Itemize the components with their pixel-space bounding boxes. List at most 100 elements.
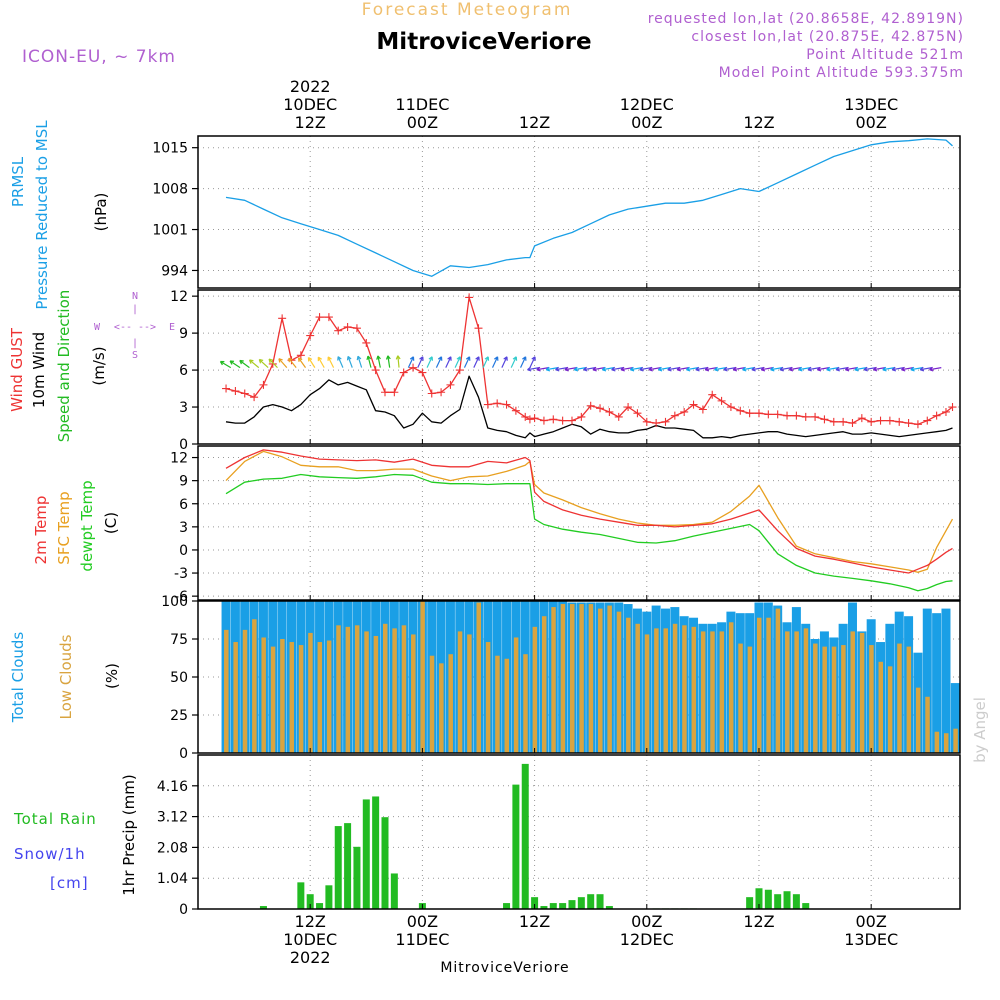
wind-gust-marker [773,410,782,419]
low-cloud-bar [756,617,762,753]
precip-labels: Total Rain Snow/1h [cm] 1hr Precip (mm) [13,774,138,895]
wind-direction-arrow [555,366,568,372]
low-cloud-bar [859,632,865,753]
wind-direction-arrow [258,358,269,369]
precip-bar [259,906,267,909]
bottom-time-label: 10DEC [283,930,337,949]
low-cloud-bar [476,602,481,753]
wind-gust-marker [390,388,399,397]
wind-labels: Wind GUST 10m Wind Speed and Direction (… [8,290,175,443]
wind-gust-marker [680,407,689,416]
precip-tick-label: 1.04 [157,871,188,887]
low-cloud-bar [224,629,229,753]
low-cloud-bar [841,645,846,753]
temp-tick-label: 12 [170,451,188,467]
low-cloud-bar [728,622,734,753]
wind-tick-label: 9 [179,326,188,342]
wind-gust-marker [231,387,240,396]
wind-unit: (m/s) [90,346,108,385]
compass-n: N [132,291,138,302]
wind-direction-arrow [929,366,942,372]
wind-direction-arrow [536,366,549,372]
wind-gust-marker [857,414,866,423]
low-cloud-bar [392,628,397,753]
top-time-label: 00Z [631,113,662,132]
bottom-time-label: 13DEC [844,930,898,949]
wind-direction-arrow [395,355,401,368]
compass-s-bar: | [132,338,138,349]
wind-direction-arrow [629,366,643,372]
wind-speed-line [225,375,953,439]
low-cloud-bar [644,634,650,753]
wind-gust-marker [642,417,651,426]
low-cloud-bar [803,628,809,753]
wind-direction-arrow [835,366,848,372]
wind-direction-arrow [742,366,755,372]
wind-direction-arrow [695,366,708,372]
precip-bar [521,763,529,909]
top-time-label: 11DEC [395,95,449,114]
precip-bar [381,817,389,909]
precip-bar [344,823,352,909]
wind-direction-arrow [854,366,867,372]
wind-gust-marker [250,393,259,402]
precip-bar [316,903,324,909]
2m-temp-line [225,449,953,574]
wind-direction-arrow [564,366,577,372]
wind-direction-arrow [445,356,452,368]
model-point-altitude: Model Point Altitude 593.375m [719,65,964,81]
wind-gust-marker [792,411,801,420]
precip-bar [783,891,791,909]
wind-direction-arrow [592,366,605,372]
precip-bar [792,894,800,909]
temp-tick-label: 9 [179,474,188,490]
total-cloud-bar [950,683,960,753]
temp-label-3: dewpt Temp [78,480,96,571]
compass-rose: N | <-- --> W E | S [94,291,175,361]
low-cloud-bar [794,631,799,753]
low-cloud-bar [915,687,921,753]
low-cloud-bar [897,643,902,753]
wind-direction-arrow [248,359,260,369]
wind-gust-marker [745,409,754,418]
wind-direction-arrow [435,356,443,368]
wind-gust-marker [380,388,389,397]
low-cloud-bar [551,607,556,753]
wind-gust-marker [521,412,530,421]
point-altitude: Point Altitude 521m [806,47,964,63]
low-cloud-bar [298,645,304,753]
clouds-tick-label: 75 [170,632,188,648]
wind-gust-marker [670,411,679,420]
wind-gust-marker [839,417,848,426]
pressure-unit: (hPa) [92,193,110,232]
requested-coords: requested lon,lat (20.8658E, 42.8919N) [648,11,964,27]
precip-bar [531,897,539,909]
low-cloud-bar [401,625,407,753]
wind-direction-arrow [473,356,480,368]
top-time-label: 10DEC [283,95,337,114]
bottom-time-label: 12Z [743,912,774,931]
precip-label-2: Snow/1h [14,845,86,863]
wind-gust-marker [530,414,539,423]
low-cloud-bar [317,642,323,753]
precip-label-1: Total Rain [13,810,97,828]
bottom-time-label: 00Z [407,912,438,931]
temp-tick-label: 3 [179,520,188,536]
low-cloud-bar [738,643,743,753]
pressure-line [225,138,953,277]
wind-direction-arrow [844,366,858,372]
wind-direction-arrow [648,366,661,372]
wind-gust-marker [764,410,773,419]
wind-direction-arrow [901,366,914,372]
wind-direction-arrow [337,356,344,368]
total-cloud-bar [941,608,951,753]
wind-gust-marker [483,400,492,409]
wind-direction-arrow [491,356,499,368]
low-cloud-bar [280,639,285,753]
closest-coords: closest lon,lat (20.875E, 42.875N) [691,29,964,45]
wind-direction-arrow [454,356,462,368]
top-time-label: 00Z [407,113,438,132]
precip-bar [605,906,613,909]
low-cloud-bar [457,631,463,753]
